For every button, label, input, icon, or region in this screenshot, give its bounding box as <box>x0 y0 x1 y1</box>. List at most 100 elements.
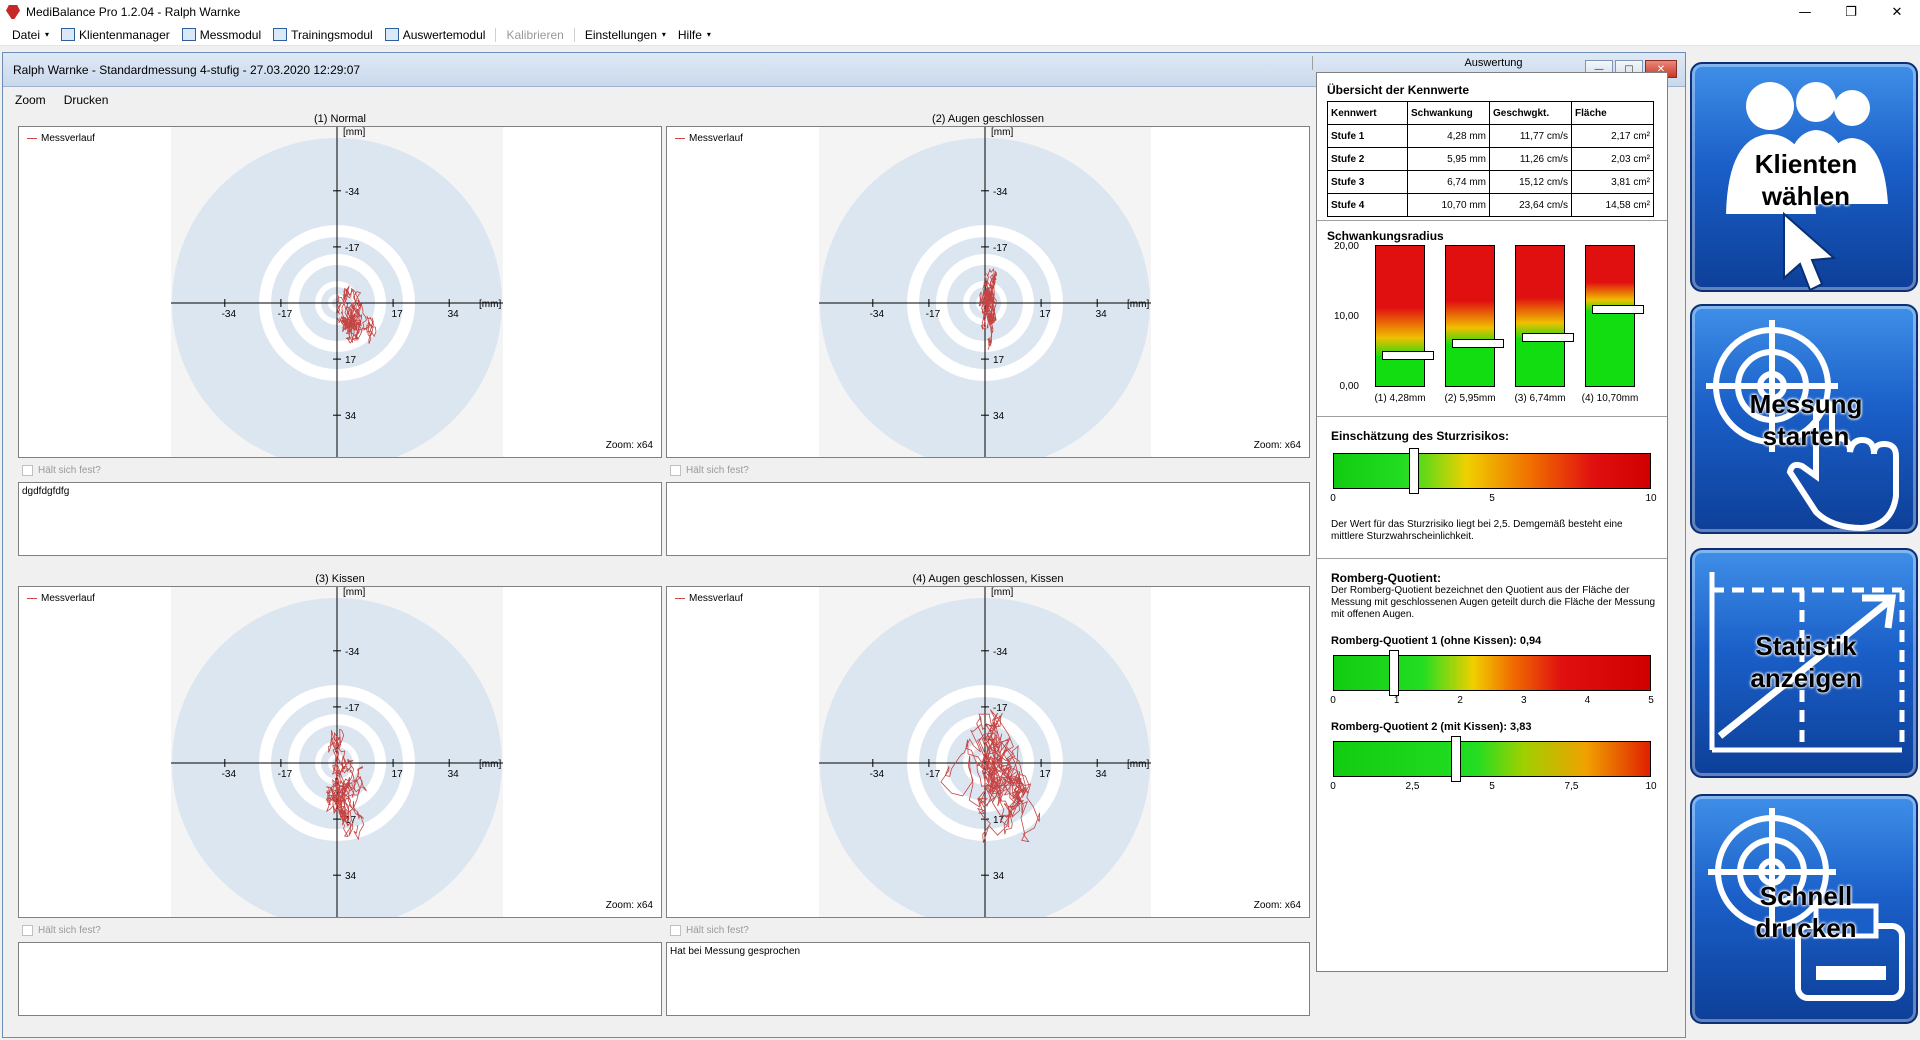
scale-tick-label: 0 <box>1330 493 1336 504</box>
menu-messmodul-label: Messmodul <box>199 27 262 42</box>
y-tick-label: 34 <box>345 871 357 882</box>
radius-bar <box>1445 245 1504 387</box>
chevron-down-icon: ▾ <box>661 30 666 39</box>
radius-ytick: 10,00 <box>1333 311 1359 322</box>
legend-label: Messverlauf <box>41 593 95 604</box>
radius-ytick: 20,00 <box>1333 241 1359 252</box>
holds-on-checkbox[interactable]: Hält sich fest? <box>18 918 662 942</box>
menu-messmodul[interactable]: Messmodul <box>176 24 267 46</box>
y-tick-label: 34 <box>993 871 1005 882</box>
radius-bar-fill <box>1376 356 1424 386</box>
plot-title: (4) Augen geschlossen, Kissen <box>912 573 1064 585</box>
menu-kalibrieren[interactable]: Kalibrieren <box>500 24 569 46</box>
x-tick-label: 34 <box>1096 769 1108 780</box>
select-clients-tile[interactable]: Klienten wählen <box>1690 62 1918 292</box>
radius-bar-label: (3) 6,74mm <box>1514 393 1566 404</box>
menu-bar: Datei ▾ Klientenmanager Messmodul Trainin… <box>0 24 1920 46</box>
zoom-label: Zoom: x64 <box>1253 900 1301 911</box>
fall-risk-text: Der Wert für das Sturzrisiko liegt bei 2… <box>1331 519 1623 542</box>
holds-on-checkbox[interactable]: Hält sich fest? <box>18 458 662 482</box>
plot-legend: Messverlauf <box>27 133 95 144</box>
radius-section: Schwankungsradius 20,00 10,00 0,00 (1) 4… <box>1317 221 1667 417</box>
minimize-button[interactable]: — <box>1798 4 1812 20</box>
notes-field[interactable] <box>18 942 662 1016</box>
menu-datei[interactable]: Datei ▾ <box>6 24 55 46</box>
scale-tick-label: 3 <box>1521 695 1527 706</box>
target-hand-icon <box>1706 320 1899 532</box>
y-tick-label: 17 <box>993 355 1005 366</box>
x-tick-label: -17 <box>278 769 293 780</box>
cell-geschwindigkeit: 15,12 cm/s <box>1489 170 1572 194</box>
radius-bar <box>1515 245 1574 387</box>
quick-print-tile[interactable]: Schnell drucken <box>1690 794 1918 1024</box>
radius-bar-label: (2) 5,95mm <box>1444 393 1496 404</box>
menu-zoom[interactable]: Zoom <box>15 93 46 107</box>
romberg-q2-indicator <box>1450 736 1461 782</box>
evaluation-area: Auswertung Übersicht der Kennwerte Kennw… <box>1312 56 1674 980</box>
checkbox[interactable] <box>670 924 681 936</box>
menu-klientenmanager[interactable]: Klientenmanager <box>55 24 176 46</box>
zoom-label: Zoom: x64 <box>1253 440 1301 451</box>
maximize-button[interactable]: ❐ <box>1845 4 1857 20</box>
cell-schwankung: 4,28 mm <box>1407 124 1490 148</box>
scale-tick-label: 10 <box>1645 781 1657 792</box>
scale-tick-label: 2 <box>1457 695 1463 706</box>
y-unit-label: [mm] <box>343 587 365 598</box>
stance-plot: -34 34 -17 17 17 -17 34 -34 [mm] [mm] Messverlauf Z… <box>666 126 1310 458</box>
menu-trainingsmodul[interactable]: Trainingsmodul <box>267 24 379 46</box>
legend-label: Messverlauf <box>689 133 743 144</box>
sway-track <box>325 728 367 841</box>
scale-tick-label: 1 <box>1393 695 1400 706</box>
target-printer-icon <box>1708 808 1905 1001</box>
menu-separator <box>495 27 497 42</box>
legend-line-icon <box>27 598 37 599</box>
romberg-section: Romberg-Quotient: Der Romberg-Quotient b… <box>1317 559 1667 799</box>
notes-field[interactable]: Hat bei Messung gesprochen <box>666 942 1310 1016</box>
start-measurement-tile[interactable]: Messung starten <box>1690 304 1918 534</box>
app-title: MediBalance Pro 1.2.04 - Ralph Warnke <box>26 5 241 19</box>
menu-trainingsmodul-label: Trainingsmodul <box>291 27 373 42</box>
x-tick-label: 17 <box>392 769 404 780</box>
cell-schwankung: 10,70 mm <box>1407 193 1490 217</box>
menu-hilfe[interactable]: Hilfe ▾ <box>672 24 717 46</box>
checkbox[interactable] <box>670 464 681 476</box>
menu-auswertemodul-label: Auswertemodul <box>402 27 486 42</box>
romberg-q1-label: Romberg-Quotient 1 (ohne Kissen): 0,94 <box>1331 635 1542 647</box>
menu-drucken[interactable]: Drucken <box>63 93 109 107</box>
holds-on-checkbox[interactable]: Hält sich fest? <box>666 458 1310 482</box>
x-tick-label: 17 <box>392 309 404 320</box>
cell-geschwindigkeit: 23,64 cm/s <box>1489 193 1572 217</box>
chevron-down-icon: ▾ <box>45 30 50 39</box>
menu-auswertemodul[interactable]: Auswertemodul <box>379 24 492 46</box>
x-unit-label: [mm] <box>1127 299 1149 310</box>
holds-on-checkbox[interactable]: Hält sich fest? <box>666 918 1310 942</box>
plot-legend: Messverlauf <box>675 593 743 604</box>
sway-track <box>940 709 1040 843</box>
radius-bar <box>1375 245 1434 387</box>
table-row: Stufe 4 10,70 mm 23,64 cm/s 14,58 cm² <box>1327 193 1654 217</box>
cell-flaeche: 2,17 cm² <box>1571 124 1654 148</box>
select-clients-label-2: wählen <box>1761 181 1851 211</box>
radius-bar-marker <box>1522 333 1574 342</box>
row-label: Stufe 3 <box>1327 170 1408 194</box>
romberg-title: Romberg-Quotient: <box>1331 571 1441 585</box>
menu-kalibrieren-label: Kalibrieren <box>506 27 564 42</box>
quick-print-label-2: drucken <box>1755 913 1857 943</box>
evaluation-header: Auswertung <box>1312 56 1674 70</box>
radius-bar-marker <box>1452 339 1504 348</box>
checkbox[interactable] <box>22 924 33 936</box>
y-unit-label: [mm] <box>991 127 1013 138</box>
close-button[interactable]: ✕ <box>1891 4 1903 20</box>
menu-einstellungen[interactable]: Einstellungen ▾ <box>579 24 672 46</box>
show-statistics-tile[interactable]: Statistik anzeigen <box>1690 548 1918 778</box>
select-clients-label-1: Klienten <box>1754 149 1858 179</box>
y-tick-label: -17 <box>345 243 360 254</box>
checkbox-label: Hält sich fest? <box>38 464 101 476</box>
notes-field[interactable]: dgdfdgfdfg <box>18 482 662 556</box>
notes-field[interactable] <box>666 482 1310 556</box>
plot-title: (2) Augen geschlossen <box>932 113 1044 125</box>
checkbox[interactable] <box>22 464 33 476</box>
x-unit-label: [mm] <box>1127 759 1149 770</box>
